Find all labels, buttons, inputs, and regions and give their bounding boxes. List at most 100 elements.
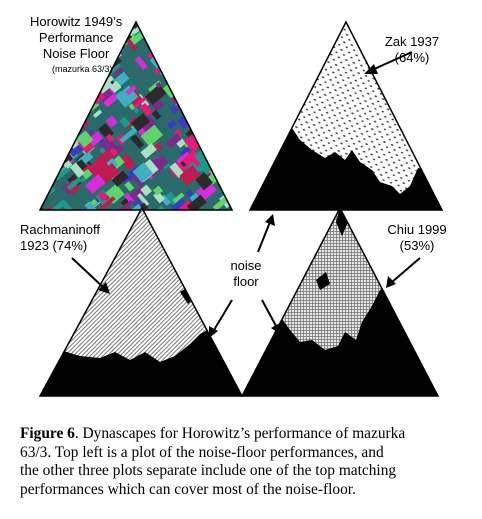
mosaic-cell [73,117,83,126]
mosaic-cell [211,22,232,38]
mosaic-cell [78,86,95,105]
mosaic-cell [181,52,196,68]
mosaic-cell [219,31,232,50]
mosaic-cell [195,37,205,46]
mosaic-cell [80,90,95,104]
mosaic-cell [40,104,60,125]
mosaic-cell [208,99,216,106]
mosaic-cell [119,127,138,143]
mosaic-cell [54,107,65,117]
caption-line-4: performances which can cover most of the… [20,480,356,498]
mosaic-cell [141,22,154,31]
chiu-title: Chiu 1999 [387,222,447,237]
mosaic-cell [153,142,163,152]
mosaic-cell [86,79,100,94]
mosaic-cell [189,108,205,124]
horowitz-subtitle: (mazurka 63/3) [52,64,113,74]
mosaic-cell [66,176,82,191]
mosaic-cell [49,95,60,106]
horowitz-title-line-1: Horowitz 1949’s [30,14,123,29]
mosaic-cell [171,62,193,83]
mosaic-cell [191,120,207,136]
mosaic-cell [40,108,52,123]
mosaic-cell [137,192,150,207]
mosaic-cell [226,134,232,145]
mosaic-cell [40,112,54,134]
mosaic-cell [200,85,217,100]
mosaic-cell [184,41,199,56]
mosaic-cell [228,140,232,153]
mosaic-cell [196,56,212,72]
mosaic-cell [180,146,191,157]
mosaic-cell [105,115,118,128]
mosaic-cell [119,116,131,128]
mosaic-cell [153,191,165,204]
mosaic-cell [121,22,130,28]
mosaic-cell [42,155,58,170]
mosaic-cell [42,124,65,147]
mosaic-cell [211,40,225,53]
mosaic-cell [232,19,239,26]
mosaic-cell [40,72,46,89]
mosaic-cell [191,24,207,38]
mosaic-cell [119,153,136,171]
mosaic-cell [53,164,72,181]
mosaic-cell [215,159,231,174]
mosaic-cell [224,97,232,118]
mosaic-cell [219,169,231,180]
caption-line-2: 63/3. Top left is a plot of the noise-fl… [20,443,384,461]
mosaic-cell [172,30,193,51]
mosaic-cell [220,165,232,182]
mosaic-cell [180,61,199,78]
mosaic-cell [125,38,138,51]
mosaic-cell [222,152,232,174]
mosaic-cell [179,164,201,186]
mosaic-cell [151,109,162,121]
mosaic-cell [164,22,171,25]
mosaic-cell [63,160,71,168]
mosaic-cell [140,124,164,147]
mosaic-cell [40,105,46,120]
mosaic-cell [40,156,50,175]
mosaic-cell [40,91,50,103]
zak-noise-floor-region [250,120,442,210]
mosaic-cell [132,162,154,183]
mosaic-cell [208,81,219,91]
mosaic-cell [200,115,214,128]
mosaic-cell [215,68,232,89]
mosaic-cell [215,113,227,126]
mosaic-cell [165,63,178,76]
mosaic-cell [126,22,141,29]
mosaic-cell [139,102,153,117]
mosaic-cell [178,70,192,84]
mosaic-cell [210,135,230,152]
mosaic-cell [43,139,63,158]
mosaic-cell [224,92,232,108]
zak-label: Zak 1937 (64%) [372,34,452,66]
annotation-arrows [71,51,421,338]
mosaic-cell [160,50,181,70]
mosaic-cell [153,36,165,49]
mosaic-cell [176,151,190,164]
mosaic-cell [201,68,215,83]
mosaic-cell [58,103,76,120]
mosaic-cell [211,109,228,125]
mosaic-cell [150,33,163,47]
mosaic-cell [40,64,52,81]
caption-figure-label: Figure 6 [20,425,75,442]
mosaic-cell [150,22,164,32]
mosaic-cell [163,60,177,75]
horowitz-title-line-2: Performance [38,30,114,45]
mosaic-cell [70,119,82,132]
mosaic-cell [223,91,232,113]
mosaic-cell [54,93,76,115]
mosaic-cell [97,163,120,184]
mosaic-cell [205,124,218,136]
mosaic-cell [87,131,104,147]
mosaic-cell [61,130,75,142]
mosaic-cell [124,116,139,130]
mosaic-cell [199,102,219,122]
mosaic-cell [124,180,135,192]
mosaic-cell [169,162,185,179]
mosaic-cell [216,74,232,92]
